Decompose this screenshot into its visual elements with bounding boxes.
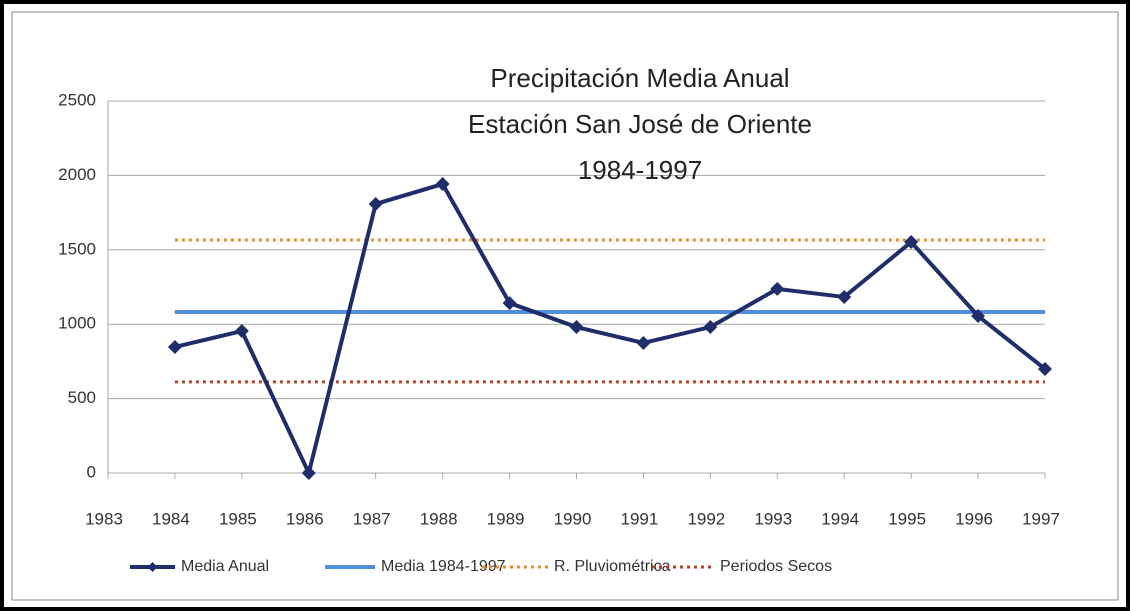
point-marker xyxy=(1038,361,1052,376)
y-tick-label: 2000 xyxy=(58,165,96,184)
legend-label: R. Pluviométrica xyxy=(554,558,671,575)
y-tick-label: 1500 xyxy=(58,239,96,258)
chart-title: Estación San José de Oriente xyxy=(468,109,812,139)
point-marker xyxy=(234,324,249,339)
point-marker xyxy=(904,235,919,250)
x-tick-label: 1994 xyxy=(821,509,859,528)
y-tick-label: 500 xyxy=(68,388,96,407)
point-marker xyxy=(502,296,517,311)
y-tick-label: 1000 xyxy=(58,314,96,333)
chart-frame xyxy=(11,11,1119,601)
chart-title: Precipitación Media Anual xyxy=(490,63,789,93)
legend-marker xyxy=(147,562,158,572)
x-tick-label: 1984 xyxy=(152,509,190,528)
point-marker xyxy=(435,177,450,192)
point-marker xyxy=(368,196,383,211)
x-tick-label: 1991 xyxy=(621,509,659,528)
legend-label: Media Anual xyxy=(181,558,269,575)
x-tick-label: 1990 xyxy=(554,509,592,528)
x-tick-label: 1996 xyxy=(955,509,993,528)
x-tick-label: 1983 xyxy=(85,509,123,528)
x-tick-label: 1988 xyxy=(420,509,458,528)
x-tick-label: 1995 xyxy=(888,509,926,528)
x-tick-label: 1997 xyxy=(1022,509,1060,528)
x-tick-label: 1985 xyxy=(219,509,257,528)
point-marker xyxy=(569,320,584,335)
x-tick-label: 1989 xyxy=(487,509,525,528)
y-tick-label: 0 xyxy=(87,462,96,481)
x-tick-label: 1987 xyxy=(353,509,391,528)
x-tick-label: 1986 xyxy=(286,509,324,528)
x-tick-label: 1993 xyxy=(754,509,792,528)
series-line xyxy=(174,181,1047,479)
point-marker xyxy=(167,339,182,354)
legend-label: Media 1984-1997 xyxy=(381,558,506,575)
y-tick-label: 2500 xyxy=(58,90,96,109)
point-marker xyxy=(703,320,718,335)
point-marker xyxy=(837,289,852,304)
point-marker xyxy=(301,466,316,480)
legend-label: Periodos Secos xyxy=(720,558,832,575)
chart-title: 1984-1997 xyxy=(578,155,702,185)
point-marker xyxy=(770,281,785,296)
point-marker xyxy=(971,309,986,324)
point-marker xyxy=(636,335,651,350)
x-tick-label: 1992 xyxy=(687,509,725,528)
